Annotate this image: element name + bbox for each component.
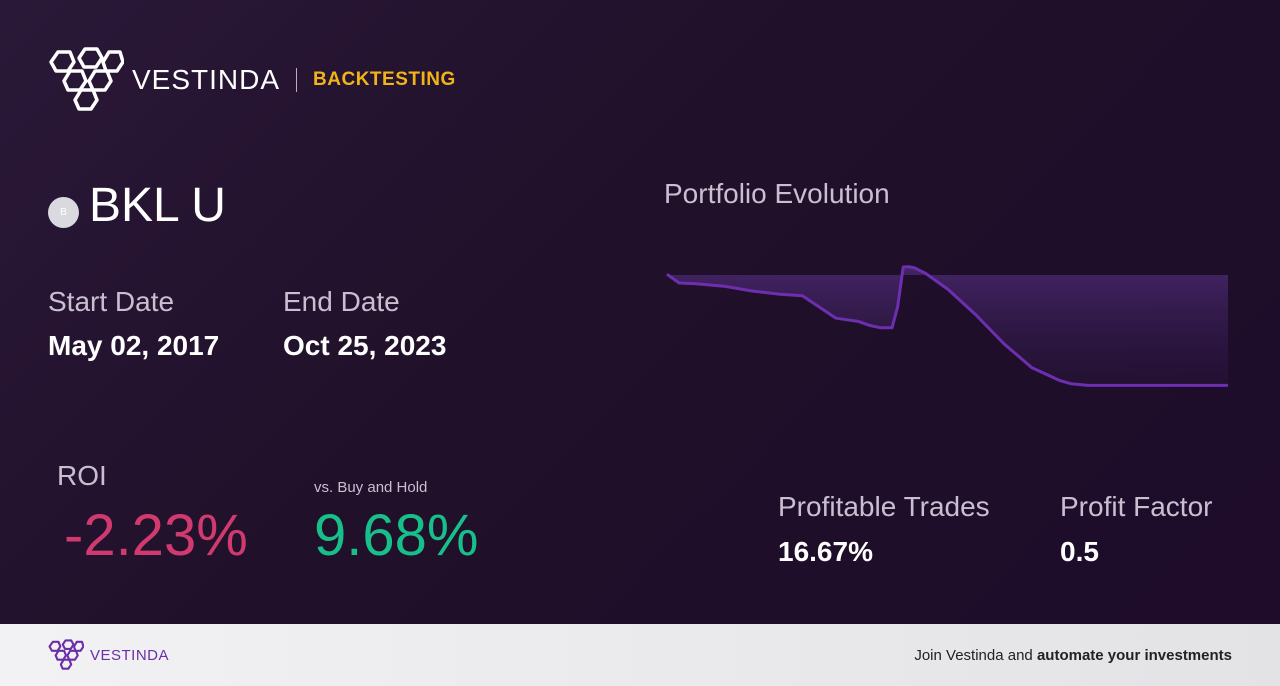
- backtest-card: VESTINDA BACKTESTING B BKL U Start Date …: [0, 0, 1280, 624]
- footer-brand[interactable]: VESTINDA: [48, 639, 169, 671]
- section-tag: BACKTESTING: [313, 69, 456, 90]
- buy-hold-label: vs. Buy and Hold: [314, 479, 428, 496]
- ticker-symbol: BKL U: [89, 179, 226, 232]
- vestinda-logo-icon: [48, 639, 84, 670]
- footer-cta[interactable]: Join Vestinda and automate your investme…: [914, 647, 1232, 664]
- end-date-label: End Date: [283, 286, 400, 317]
- footer: VESTINDA Join Vestinda and automate your…: [0, 624, 1280, 686]
- chart-title: Portfolio Evolution: [664, 178, 890, 209]
- footer-cta-bold: automate your investments: [1036, 646, 1232, 664]
- ticker: B BKL U: [48, 178, 226, 233]
- profit-factor-label: Profit Factor: [1060, 491, 1213, 522]
- start-date: Start Date May 02, 2017: [48, 286, 219, 362]
- header: VESTINDA BACKTESTING: [48, 46, 456, 114]
- buy-hold-value: 9.68%: [314, 503, 479, 568]
- start-date-value: May 02, 2017: [48, 330, 220, 361]
- vestinda-logo-icon: [49, 47, 124, 111]
- chart-area-fill: [668, 266, 1228, 386]
- portfolio-chart: [666, 265, 1228, 387]
- chart-series-line: [666, 265, 1228, 387]
- profit-factor-value: 0.5: [1060, 536, 1099, 567]
- footer-brand-name: VESTINDA: [90, 646, 170, 664]
- brand-name: VESTINDA: [132, 64, 281, 95]
- footer-cta-prefix: Join Vestinda and: [914, 646, 1037, 664]
- end-date-value: Oct 25, 2023: [283, 330, 447, 361]
- profitable-trades-value: 16.67%: [778, 536, 873, 567]
- start-date-label: Start Date: [48, 286, 175, 317]
- roi-label: ROI: [57, 460, 107, 491]
- header-divider: [296, 68, 298, 92]
- end-date: End Date Oct 25, 2023: [283, 286, 446, 362]
- roi-value: -2.23%: [64, 503, 248, 568]
- profitable-trades-label: Profitable Trades: [778, 491, 990, 522]
- ticker-badge-icon: B: [48, 197, 79, 228]
